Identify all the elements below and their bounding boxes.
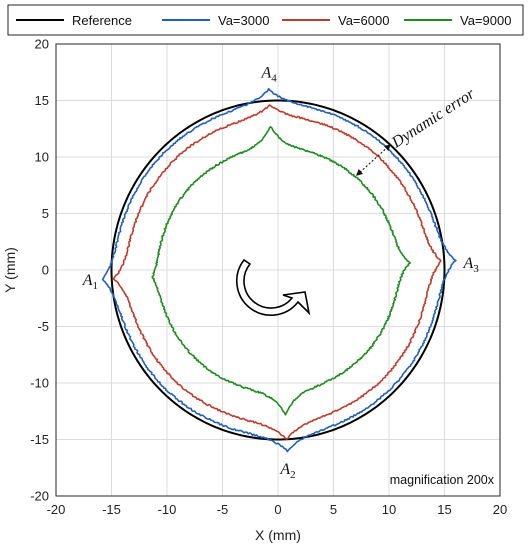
y-tick-label: 20: [35, 37, 49, 52]
x-tick-label: 20: [493, 502, 507, 517]
dynamic-error-arrow: [356, 144, 391, 176]
x-tick-label: -15: [102, 502, 121, 517]
series-line-va-3000: [101, 87, 457, 453]
series-line-va-9000: [151, 126, 411, 416]
point-label-a1: A1: [82, 272, 98, 292]
point-label-a4: A4: [260, 64, 277, 84]
y-tick-label: 15: [35, 93, 49, 108]
legend-item: Va=9000: [404, 13, 511, 28]
point-labels: A1 A2 A3 A4: [82, 64, 480, 481]
legend-item: Va=6000: [282, 13, 389, 28]
y-tick-label: -15: [30, 432, 49, 447]
legend-label: Reference: [72, 13, 132, 28]
series-line-reference: [110, 99, 446, 441]
x-tick-label: 10: [382, 502, 396, 517]
y-axis-label: Y (mm): [2, 247, 18, 293]
legend-item: Reference: [16, 13, 132, 28]
point-label-a3: A3: [462, 255, 479, 275]
legend-label: Va=9000: [460, 13, 511, 28]
plot-frame: [55, 43, 501, 497]
x-tick-label: 15: [437, 502, 451, 517]
y-tick-label: 0: [42, 263, 49, 278]
point-label-a2: A2: [279, 461, 295, 481]
y-tick-label: -5: [37, 319, 49, 334]
x-tick-label: -10: [158, 502, 177, 517]
legend-item: Va=3000: [162, 13, 269, 28]
x-tick-label: 0: [274, 502, 281, 517]
legend: Reference Va=3000 Va=6000 Va=9000: [7, 4, 524, 36]
y-tick-label: -10: [30, 376, 49, 391]
y-tick-label: -20: [30, 489, 49, 504]
y-tick-label: 5: [42, 206, 49, 221]
y-tick-labels: -20 -15 -10 -5 0 5 10 15 20: [30, 37, 49, 504]
magnification-note: magnification 200x: [390, 473, 495, 487]
series-layer: [101, 87, 457, 453]
legend-label: Va=3000: [218, 13, 269, 28]
series-line-va-6000: [112, 104, 442, 440]
y-tick-label: 10: [35, 150, 49, 165]
x-tick-labels: -20 -15 -10 -5 0 5 10 15 20: [47, 502, 508, 517]
clockwise-rotation-arrow-icon: [236, 258, 311, 316]
x-tick-label: -20: [47, 502, 66, 517]
legend-label: Va=6000: [338, 13, 389, 28]
x-tick-label: 5: [330, 502, 337, 517]
legend-items: Reference Va=3000 Va=6000 Va=9000: [16, 13, 511, 28]
x-axis-label: X (mm): [255, 527, 301, 543]
x-tick-label: -5: [217, 502, 229, 517]
